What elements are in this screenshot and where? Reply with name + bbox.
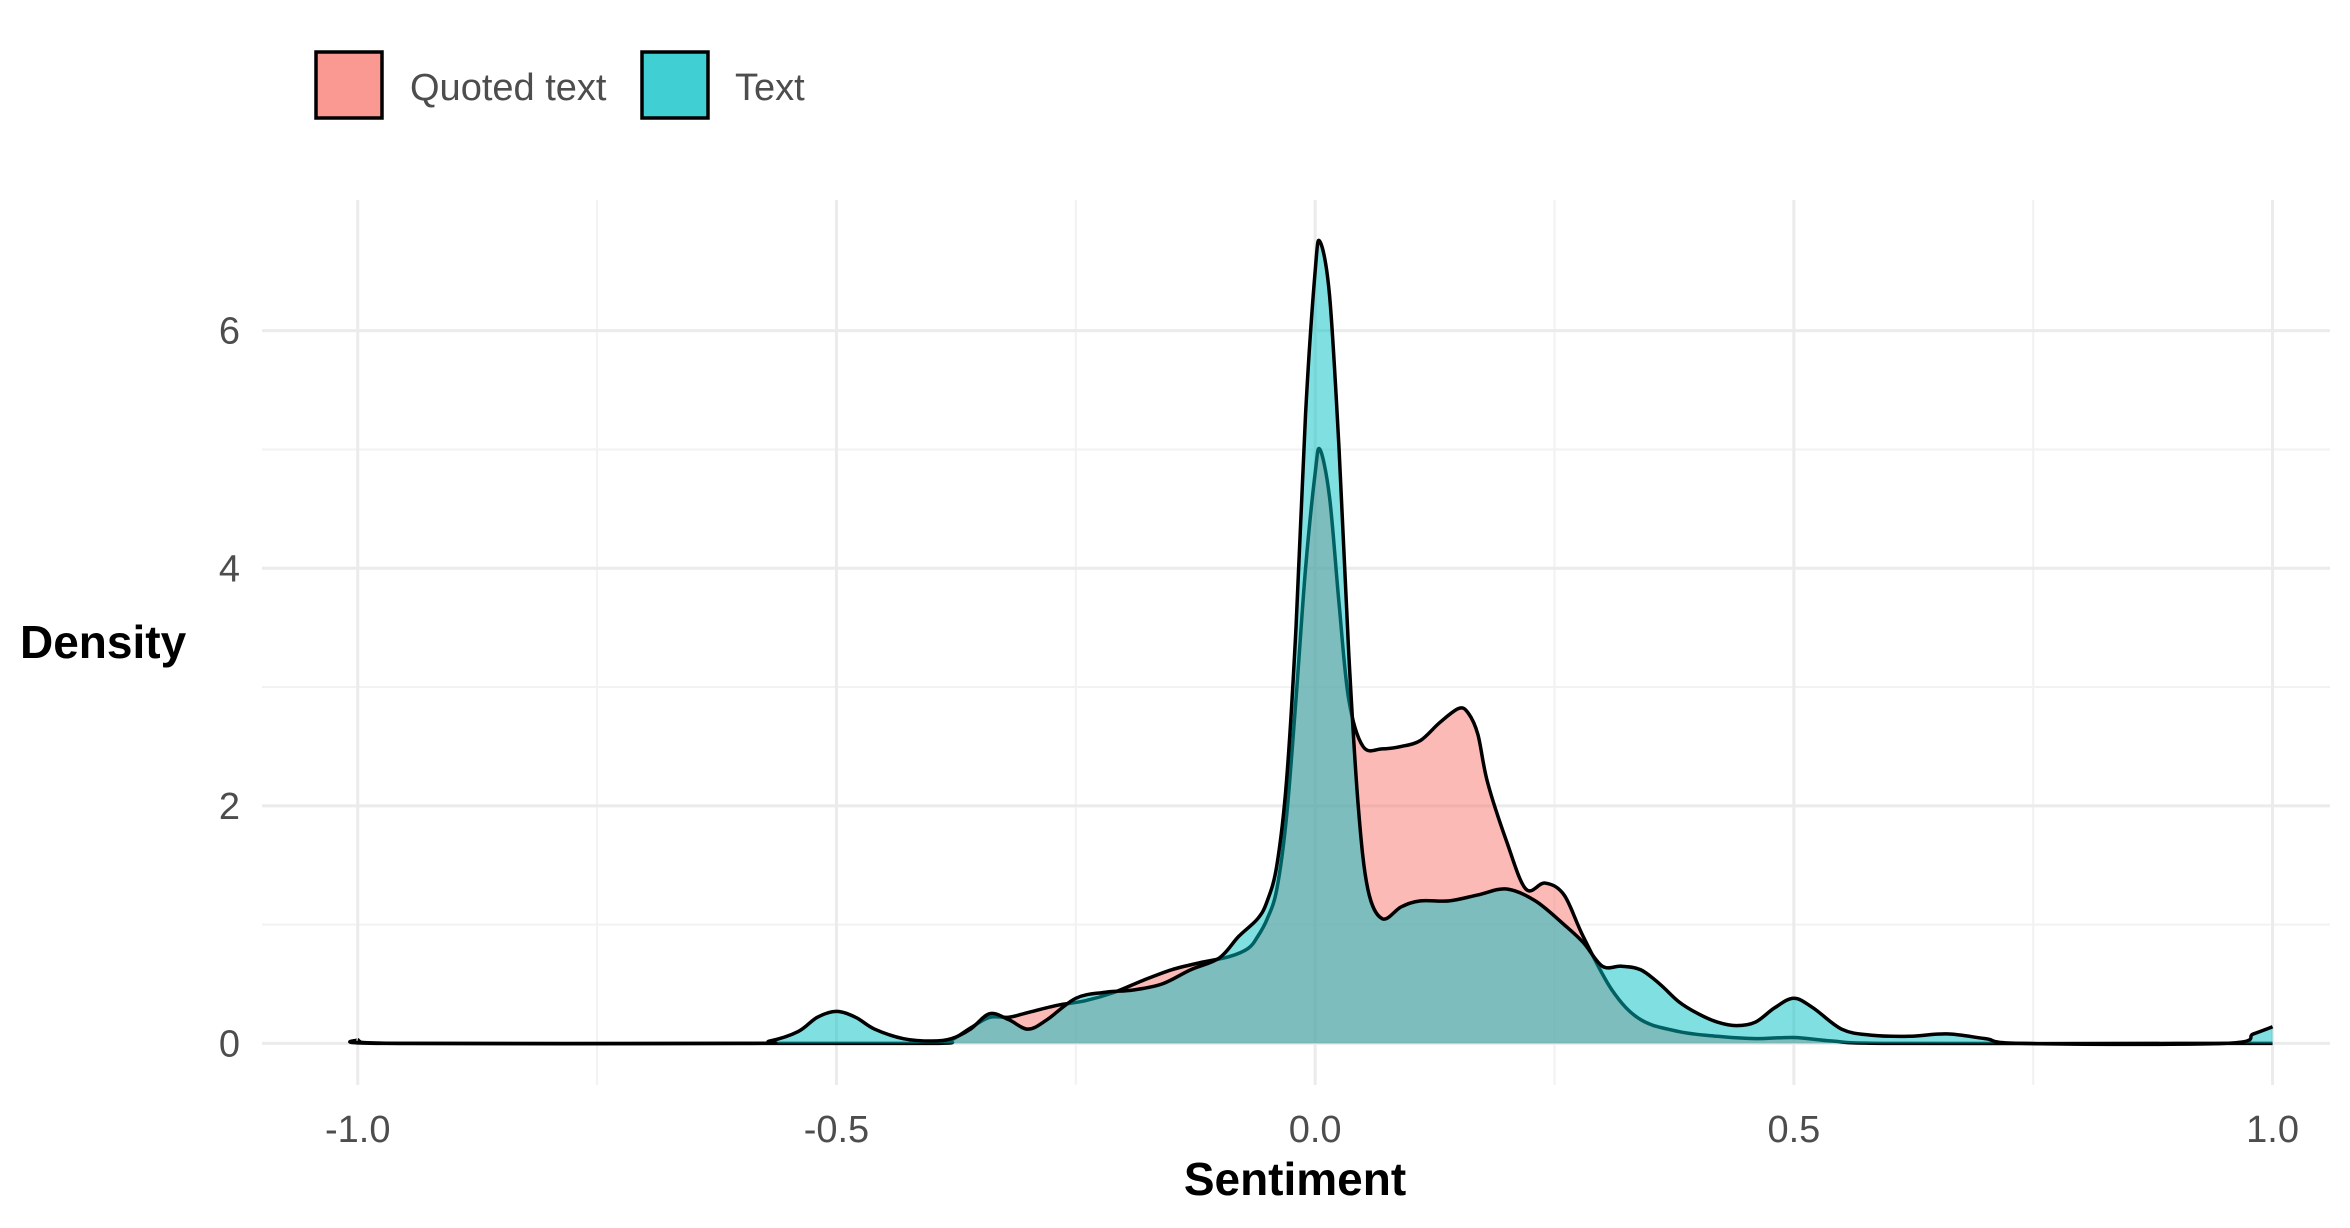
y-tick-label: 2 — [219, 786, 240, 828]
y-tick-label: 6 — [219, 311, 240, 353]
legend: Quoted text Text — [314, 50, 805, 120]
legend-key-quoted-text — [314, 50, 384, 120]
x-tick-label: -1.0 — [325, 1109, 390, 1151]
x-tick-label: -0.5 — [804, 1109, 869, 1151]
x-tick-label: 0.0 — [1289, 1109, 1342, 1151]
x-tick-label: 1.0 — [2246, 1109, 2299, 1151]
y-tick-label: 0 — [219, 1023, 240, 1065]
y-axis-ticks: 0 2 4 6 — [219, 311, 240, 1066]
x-axis-title: Sentiment — [1184, 1153, 1406, 1205]
legend-label-quoted-text: Quoted text — [410, 67, 607, 109]
density-area-text — [349, 240, 2273, 1045]
legend-key-text — [640, 50, 710, 120]
y-axis-title: Density — [20, 616, 187, 668]
y-tick-label: 4 — [219, 548, 240, 590]
legend-label-text: Text — [735, 67, 805, 109]
x-tick-label: 0.5 — [1767, 1109, 1820, 1151]
density-areas — [348, 238, 2274, 1047]
x-axis-ticks: -1.0 -0.5 0.0 0.5 1.0 — [325, 1109, 2299, 1151]
density-line-text — [348, 238, 2274, 1047]
